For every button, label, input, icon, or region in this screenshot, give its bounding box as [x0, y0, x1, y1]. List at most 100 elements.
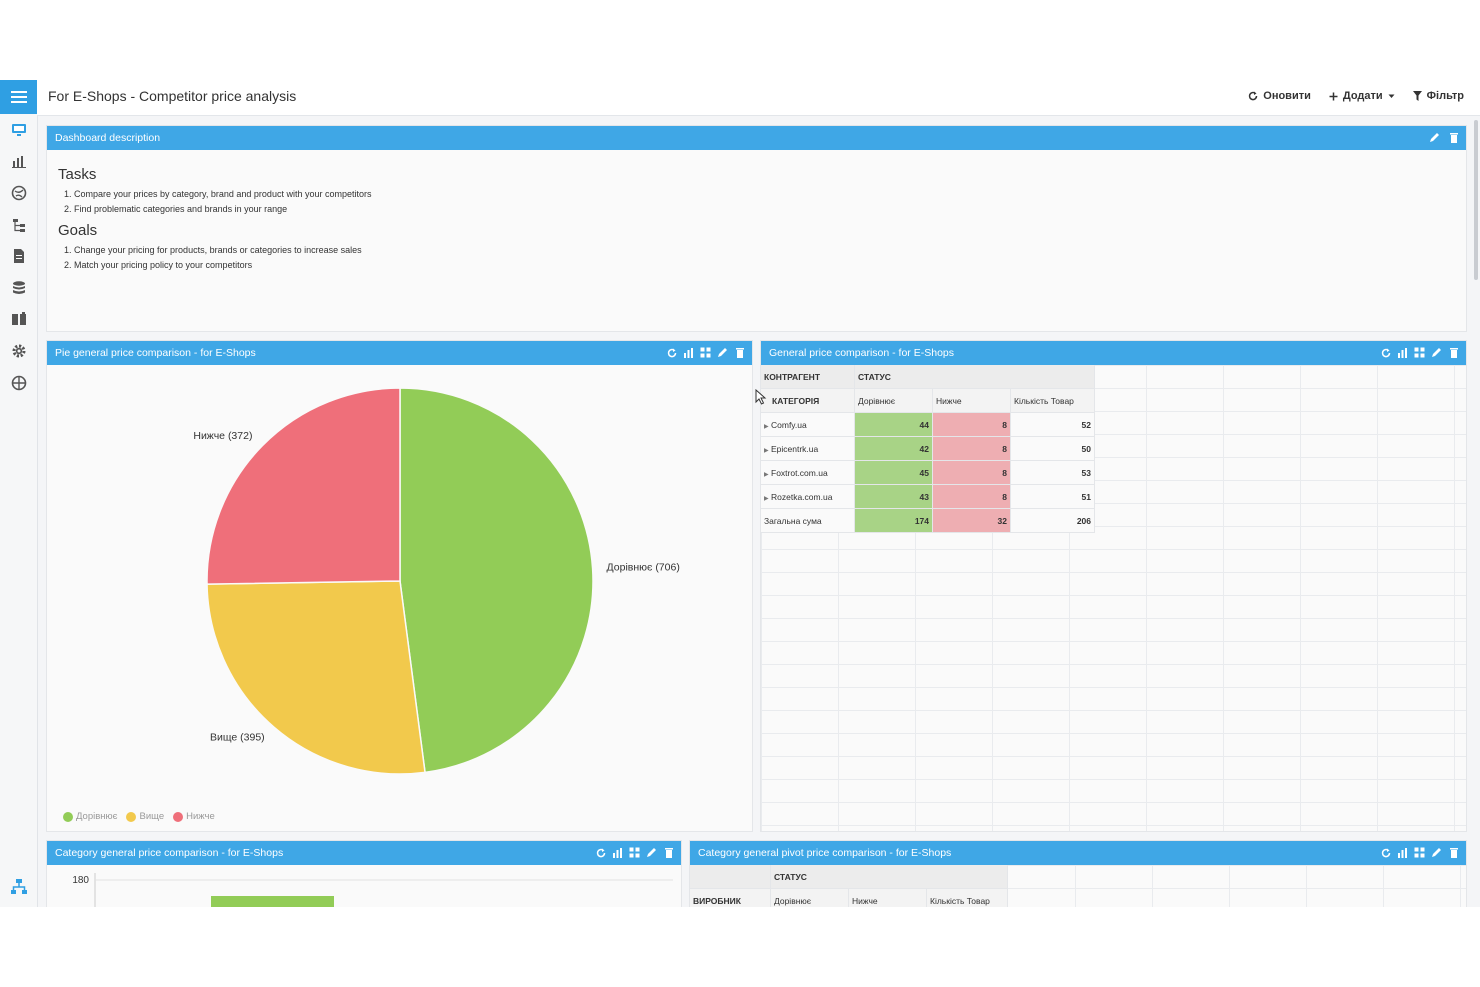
filter-label: Фільтр — [1426, 90, 1464, 102]
comparison-table-panel: General price comparison - for E-Shops К… — [760, 340, 1467, 832]
delete-button[interactable] — [1447, 846, 1460, 859]
edit-button[interactable] — [645, 846, 658, 859]
table-subheader-row: ВИРОБНИК Дорівнює Нижче Кількість Товар — [690, 888, 1008, 907]
column-header-status[interactable]: СТАТУС — [854, 365, 1095, 389]
subheader-count[interactable]: Кількість Товар — [926, 888, 1008, 907]
legend-item[interactable]: Вище — [126, 811, 164, 822]
expand-arrow-icon[interactable]: ▶ — [764, 471, 769, 478]
add-button[interactable]: Додати — [1329, 90, 1395, 102]
expand-button[interactable] — [1413, 346, 1426, 359]
expand-arrow-icon[interactable]: ▶ — [764, 447, 769, 454]
expand-button[interactable] — [699, 346, 712, 359]
column-header-status[interactable]: СТАТУС — [770, 865, 1008, 889]
pie-slice[interactable] — [399, 387, 594, 774]
row-name: Foxtrot.com.ua — [771, 467, 828, 478]
chart-type-button[interactable] — [611, 846, 624, 859]
legend-item[interactable]: Дорівнює — [63, 811, 117, 822]
row-label[interactable]: ▶ Rozetka.com.ua — [761, 484, 855, 509]
expand-icon — [1414, 347, 1425, 358]
column-header-maker[interactable]: ВИРОБНИК — [690, 888, 771, 907]
description-panel: Dashboard description Tasks Compare your… — [46, 125, 1467, 332]
panel-title: Pie general price comparison - for E-Sho… — [55, 347, 256, 359]
subheader-count[interactable]: Кількість Товар — [1010, 388, 1095, 413]
edit-button[interactable] — [1430, 346, 1443, 359]
expand-arrow-icon[interactable]: ▶ — [764, 423, 769, 430]
panel-header: Pie general price comparison - for E-Sho… — [47, 341, 752, 365]
sidebar — [0, 80, 38, 907]
subheader-lower[interactable]: Нижче — [932, 388, 1011, 413]
column-header-contractor[interactable]: КОНТРАГЕНТ — [761, 365, 855, 389]
delete-button[interactable] — [1447, 346, 1460, 359]
sidebar-item-org[interactable] — [0, 873, 37, 901]
pie-slice[interactable] — [206, 387, 401, 585]
total-label: Загальна сума — [761, 508, 855, 533]
edit-button[interactable] — [1430, 846, 1443, 859]
delete-button[interactable] — [733, 346, 746, 359]
expand-button[interactable] — [1413, 846, 1426, 859]
chart-type-button[interactable] — [682, 346, 695, 359]
expand-button[interactable] — [628, 846, 641, 859]
pencil-icon — [718, 348, 727, 357]
pie-slice[interactable] — [206, 580, 426, 775]
column-header-category[interactable]: КАТЕГОРІЯ — [761, 388, 855, 413]
refresh-button[interactable]: Оновити — [1248, 90, 1311, 102]
expand-arrow-icon[interactable]: ▶ — [764, 495, 769, 502]
hamburger-icon — [10, 91, 27, 103]
reload-button[interactable] — [665, 346, 678, 359]
legend-label: Нижче — [186, 811, 215, 822]
expand-icon — [629, 847, 640, 858]
sidebar-item-settings[interactable] — [0, 335, 37, 367]
category-pivot-panel: Category general pivot price comparison … — [689, 840, 1467, 907]
chart-type-button[interactable] — [1396, 346, 1409, 359]
plus-icon — [1329, 92, 1338, 100]
menu-button[interactable] — [0, 80, 37, 114]
sidebar-item-dashboards[interactable] — [0, 114, 37, 146]
row-label[interactable]: ▶ Comfy.ua — [761, 412, 855, 437]
subheader-lower[interactable]: Нижче — [848, 888, 927, 907]
subheader-equal[interactable]: Дорівнює — [854, 388, 933, 413]
scrollbar-thumb[interactable] — [1474, 120, 1478, 280]
panel-header: General price comparison - for E-Shops — [761, 341, 1466, 365]
tasks-heading: Tasks — [58, 166, 97, 183]
add-label: Додати — [1342, 90, 1383, 102]
edit-button[interactable] — [1428, 131, 1441, 144]
description-body: Tasks Compare your prices by category, b… — [47, 150, 1466, 284]
sidebar-item-library[interactable] — [0, 304, 37, 336]
pencil-icon — [647, 848, 656, 857]
pencil-icon — [1432, 848, 1441, 857]
book-icon — [11, 312, 26, 326]
row-label[interactable]: ▶ Foxtrot.com.ua — [761, 460, 855, 485]
legend-item[interactable]: Нижче — [173, 811, 215, 822]
reload-button[interactable] — [1379, 346, 1392, 359]
sidebar-item-network[interactable] — [0, 367, 37, 399]
chart-legend: Дорівнює Вище Нижче — [63, 811, 215, 822]
subheader-equal[interactable]: Дорівнює — [770, 888, 849, 907]
network-icon — [11, 375, 26, 390]
page-title: For E-Shops - Competitor price analysis — [48, 88, 297, 104]
chart-type-button[interactable] — [1396, 846, 1409, 859]
trash-icon — [735, 348, 744, 358]
refresh-icon — [1381, 848, 1390, 857]
edit-button[interactable] — [716, 346, 729, 359]
sidebar-item-analytics[interactable] — [0, 146, 37, 178]
reload-button[interactable] — [594, 846, 607, 859]
cell-equal: 44 — [854, 412, 933, 437]
sidebar-item-documents[interactable] — [0, 240, 37, 272]
sidebar-item-global[interactable] — [0, 177, 37, 209]
filter-button[interactable]: Фільтр — [1412, 90, 1464, 102]
sidebar-item-data[interactable] — [0, 272, 37, 304]
sidebar-item-structure[interactable] — [0, 209, 37, 241]
row-label[interactable]: ▶ Epicentrk.ua — [761, 436, 855, 461]
pie-panel: Pie general price comparison - for E-Sho… — [46, 340, 753, 832]
globe-icon — [11, 185, 26, 201]
reload-button[interactable] — [1379, 846, 1392, 859]
delete-button[interactable] — [662, 846, 675, 859]
legend-label: Вище — [139, 811, 165, 822]
delete-button[interactable] — [1447, 131, 1460, 144]
legend-swatch — [173, 811, 184, 822]
chart-icon — [1398, 848, 1407, 858]
bar[interactable] — [211, 896, 334, 907]
total-lower: 32 — [932, 508, 1011, 533]
filter-icon — [1412, 91, 1422, 101]
expand-icon — [1414, 847, 1425, 858]
